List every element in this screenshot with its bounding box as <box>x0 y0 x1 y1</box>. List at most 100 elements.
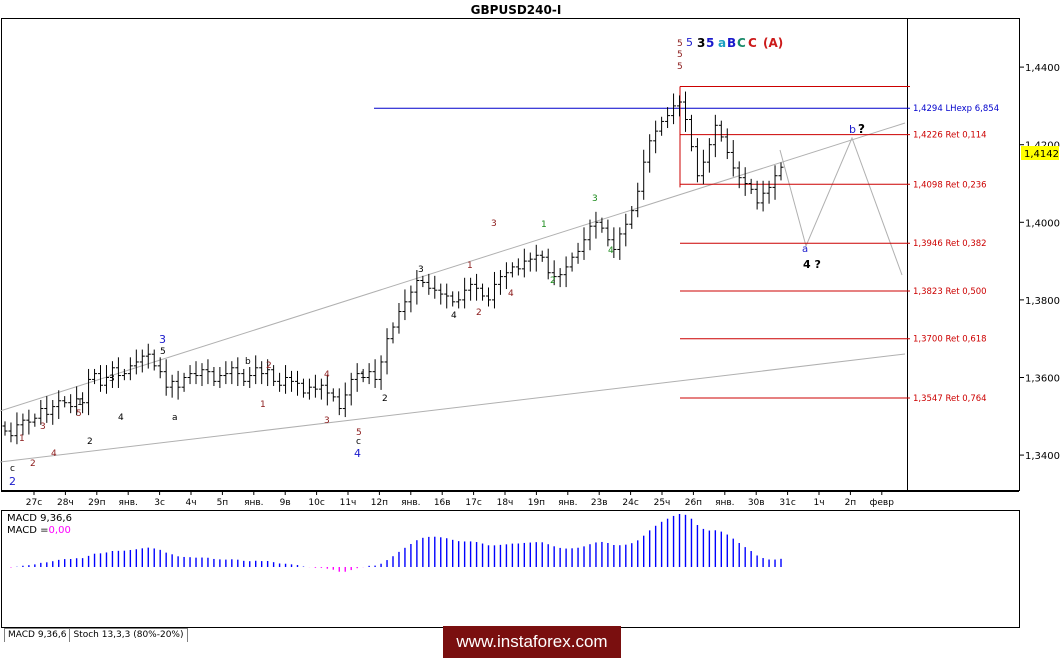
candle <box>432 275 438 299</box>
candle <box>127 357 133 381</box>
wave-label: 5 <box>706 36 714 50</box>
candle <box>551 260 557 286</box>
candle <box>671 93 677 125</box>
macd-value-line: MACD =0,00 <box>7 525 71 537</box>
macd-indicator-label: MACD 9,36,6 <box>7 513 72 524</box>
y-tick-label: 1,3800 <box>1025 296 1060 307</box>
candle <box>503 262 509 290</box>
candle <box>265 359 271 387</box>
candle <box>509 262 515 278</box>
wave-label: 2 <box>9 475 16 488</box>
x-tick-label: янв. <box>715 498 734 508</box>
wave-label: 2 <box>266 361 272 371</box>
x-tick-label: 30в <box>748 498 765 508</box>
candle <box>354 363 360 392</box>
wave-label: 5 <box>686 36 693 49</box>
candle <box>271 365 277 387</box>
candle <box>26 409 32 435</box>
candle <box>74 386 80 416</box>
x-tick-label: 9в <box>280 498 291 508</box>
candle <box>241 368 247 387</box>
candle <box>569 252 575 272</box>
candle <box>629 206 635 229</box>
candle <box>581 227 587 260</box>
wave-label: 1 <box>260 400 266 410</box>
candle <box>103 365 109 394</box>
candle <box>169 374 175 398</box>
indicator-tabs: MACD 9,36,6 Stoch 13,3,3 (80%-20%) <box>4 628 188 642</box>
wave-label: 2 <box>476 308 482 318</box>
candle <box>772 165 778 200</box>
tab-stoch[interactable]: Stoch 13,3,3 (80%-20%) <box>69 628 188 642</box>
x-tick-label: янв. <box>118 498 137 508</box>
candle <box>438 283 444 305</box>
candle <box>38 399 44 425</box>
x-tick-label: янв. <box>401 498 420 508</box>
candle <box>50 399 56 425</box>
candle <box>181 372 187 392</box>
wave-label: 2 <box>87 437 93 447</box>
candle <box>109 361 115 388</box>
wave-label: c <box>10 464 15 474</box>
fib-level-label: 1,4226 Ret 0,114 <box>913 131 987 141</box>
y-tick-label: 1,4000 <box>1025 218 1060 229</box>
x-tick-label: 5п <box>217 498 229 508</box>
candle <box>527 252 533 272</box>
wave-label: 2 <box>550 276 556 286</box>
wave-label: 3 <box>324 416 330 426</box>
candle <box>700 149 706 185</box>
lower-channel-line <box>0 353 906 463</box>
candle <box>289 370 295 392</box>
y-tick-label: 1,4400 <box>1025 63 1060 74</box>
wave-label: 4 <box>451 311 457 321</box>
wave-labels: c 2 1 2 3 4 5 1 2 3 4 3 5 a b 2 1 4 3 1 … <box>9 36 865 488</box>
x-tick-label: 1ч <box>813 498 824 508</box>
candle <box>300 378 306 398</box>
candle <box>724 128 730 160</box>
wave-label: a <box>718 36 726 50</box>
candle <box>115 357 121 388</box>
wave-label: 4 <box>508 289 514 299</box>
candle <box>605 219 611 247</box>
candle <box>32 413 38 427</box>
candle <box>420 275 426 288</box>
candle <box>253 355 259 385</box>
candle <box>533 244 539 272</box>
candle <box>187 365 193 385</box>
candle <box>778 162 784 181</box>
candle <box>766 180 772 204</box>
candle <box>521 248 527 278</box>
candle <box>312 374 318 398</box>
candle <box>474 273 480 301</box>
candle <box>324 374 330 406</box>
wave-label: a <box>172 413 178 423</box>
candle <box>575 242 581 264</box>
candle <box>456 291 462 309</box>
y-tick-label: 1,3400 <box>1025 451 1060 462</box>
x-tick-label: 16в <box>434 498 451 508</box>
candle <box>486 287 492 307</box>
candle <box>617 227 623 260</box>
candle <box>468 277 474 301</box>
candle <box>342 382 348 418</box>
candle <box>462 277 468 309</box>
candle <box>151 349 157 371</box>
fib-level-label: 1,3700 Ret 0,618 <box>913 335 987 345</box>
tab-macd[interactable]: MACD 9,36,6 <box>4 628 71 642</box>
candle <box>378 355 384 390</box>
candle <box>659 116 665 136</box>
x-tick-label: янв. <box>558 498 577 508</box>
watermark-banner[interactable]: www.instaforex.com <box>443 626 621 658</box>
candle <box>754 180 760 210</box>
fib-level-label: 1,3547 Ret 0,764 <box>913 394 987 404</box>
candle <box>247 367 253 388</box>
candle <box>611 227 617 258</box>
wave-label: 5 <box>677 50 683 60</box>
candle <box>217 367 223 388</box>
wave-label: 1 <box>360 371 366 381</box>
candle <box>557 268 563 288</box>
wave-label: 3 <box>40 422 46 432</box>
candle <box>62 396 68 408</box>
candle <box>14 412 20 445</box>
